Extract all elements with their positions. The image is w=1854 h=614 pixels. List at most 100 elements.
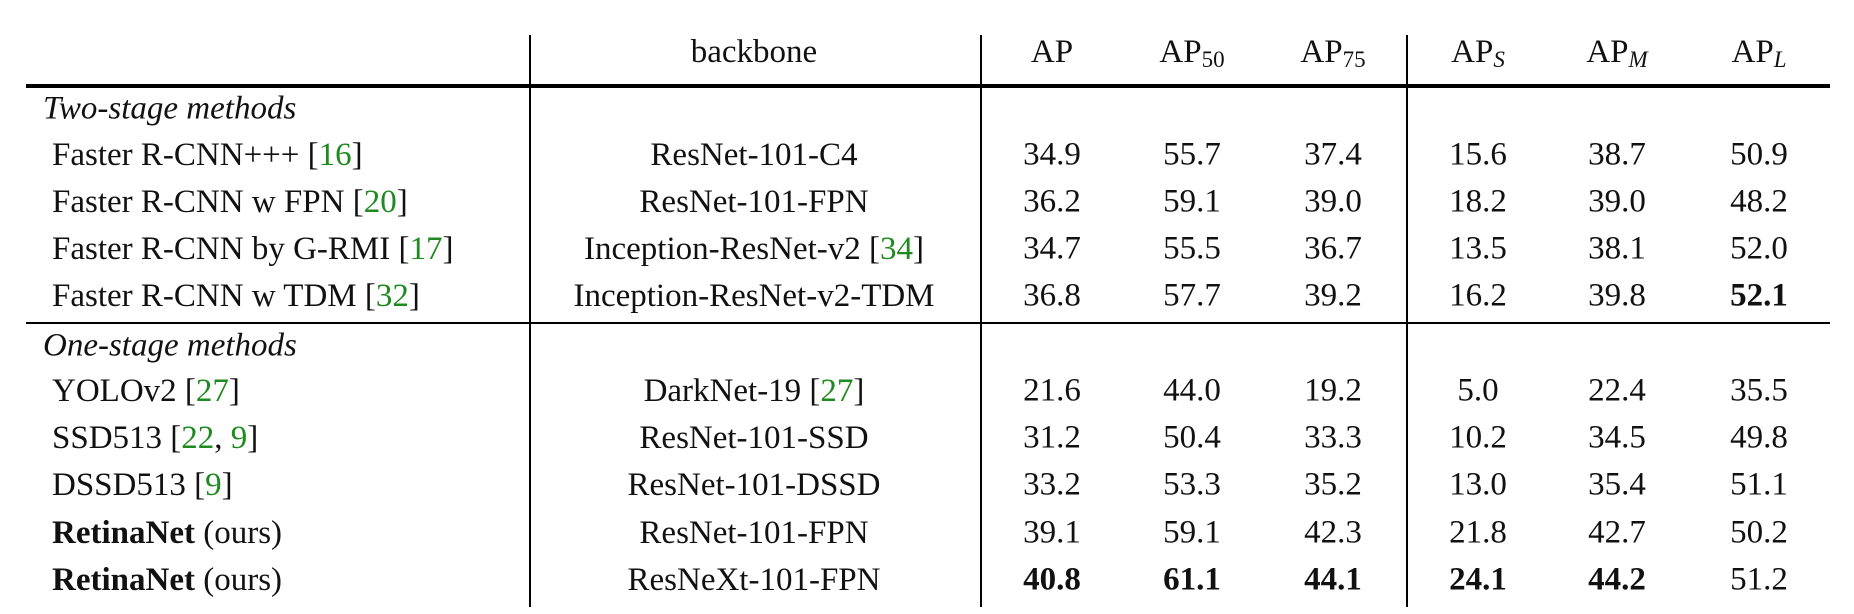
column-header: AP50 [1159, 34, 1224, 73]
cell-text: , [214, 420, 231, 456]
value-cell: 13.5 [1449, 231, 1507, 267]
cell-text: ] [397, 184, 408, 220]
column-header: APS [1451, 34, 1505, 73]
citation: 27 [196, 373, 229, 409]
cell-text: Inception-ResNet-v2 [ [584, 231, 880, 267]
method-cell: Faster R-CNN w TDM [32] [52, 278, 420, 314]
header-text: AP [1451, 34, 1493, 70]
citation: 17 [409, 231, 442, 267]
header-subscript: L [1773, 47, 1787, 72]
value-cell: 13.0 [1449, 467, 1507, 503]
value-cell: 38.7 [1588, 137, 1646, 173]
backbone-cell: ResNet-101-FPN [639, 184, 868, 220]
method-cell: RetinaNet (ours) [52, 562, 282, 598]
value-cell: 21.8 [1449, 515, 1507, 551]
cell-text: ResNet-101-FPN [639, 515, 868, 551]
method-cell: Faster R-CNN+++ [16] [52, 137, 363, 173]
cell-text: (ours) [195, 515, 282, 551]
value-cell: 39.1 [1023, 515, 1081, 551]
cell-text: ResNet-101-SSD [639, 420, 868, 456]
cell-text: ] [222, 467, 233, 503]
backbone-cell: Inception-ResNet-v2 [34] [584, 231, 924, 267]
cell-text: ResNet-101-FPN [639, 184, 868, 220]
cell-text: SSD513 [ [52, 420, 181, 456]
cell-text: YOLOv2 [ [52, 373, 196, 409]
method-cell: RetinaNet (ours) [52, 515, 282, 551]
backbone-cell: ResNet-101-C4 [650, 137, 857, 173]
cell-text: Faster R-CNN w FPN [ [52, 184, 364, 220]
value-cell: 18.2 [1449, 184, 1507, 220]
value-cell: 34.9 [1023, 137, 1081, 173]
header-text: AP [1586, 34, 1628, 70]
backbone-cell: ResNet-101-SSD [639, 420, 868, 456]
value-cell: 36.2 [1023, 184, 1081, 220]
header-text: AP [1159, 34, 1201, 70]
value-cell: 5.0 [1457, 373, 1498, 409]
section-title: One-stage methods [43, 328, 297, 364]
method-cell: Faster R-CNN by G-RMI [17] [52, 231, 453, 267]
section-title: Two-stage methods [43, 91, 296, 127]
value-cell: 33.2 [1023, 467, 1081, 503]
cell-text: Inception-ResNet-v2-TDM [573, 278, 934, 314]
cell-text: ] [442, 231, 453, 267]
value-cell: 39.0 [1304, 184, 1362, 220]
cell-text: Faster R-CNN w TDM [ [52, 278, 376, 314]
value-cell: 50.2 [1730, 515, 1788, 551]
cell-text: ] [352, 137, 363, 173]
cell-text: ] [913, 231, 924, 267]
backbone-cell: Inception-ResNet-v2-TDM [573, 278, 934, 314]
value-cell: 48.2 [1730, 184, 1788, 220]
value-cell: 51.2 [1730, 562, 1788, 598]
citation: 16 [319, 137, 352, 173]
cell-text: (ours) [195, 562, 282, 598]
value-cell: 40.8 [1023, 562, 1081, 598]
column-header: APM [1586, 34, 1649, 73]
value-cell: 35.5 [1730, 373, 1788, 409]
value-cell: 15.6 [1449, 137, 1507, 173]
citation: 9 [231, 420, 248, 456]
cell-text: RetinaNet [52, 515, 195, 551]
value-cell: 35.2 [1304, 467, 1362, 503]
cell-text: ] [247, 420, 258, 456]
backbone-cell: ResNeXt-101-FPN [628, 562, 881, 598]
value-cell: 42.3 [1304, 515, 1362, 551]
header-text: backbone [691, 34, 817, 70]
header-subscript: S [1493, 47, 1505, 72]
cell-text: ResNeXt-101-FPN [628, 562, 881, 598]
cell-text: Faster R-CNN by G-RMI [ [52, 231, 409, 267]
method-cell: SSD513 [22, 9] [52, 420, 258, 456]
value-cell: 53.3 [1163, 467, 1221, 503]
method-cell: Faster R-CNN w FPN [20] [52, 184, 408, 220]
header-text: AP [1031, 34, 1073, 70]
value-cell: 55.5 [1163, 231, 1221, 267]
value-cell: 44.0 [1163, 373, 1221, 409]
value-cell: 16.2 [1449, 278, 1507, 314]
value-cell: 31.2 [1023, 420, 1081, 456]
value-cell: 59.1 [1163, 515, 1221, 551]
citation: 27 [820, 373, 853, 409]
backbone-cell: ResNet-101-FPN [639, 515, 868, 551]
value-cell: 34.5 [1588, 420, 1646, 456]
cell-text: DarkNet-19 [ [644, 373, 821, 409]
citation: 20 [364, 184, 397, 220]
value-cell: 39.0 [1588, 184, 1646, 220]
value-cell: 57.7 [1163, 278, 1221, 314]
value-cell: 35.4 [1588, 467, 1646, 503]
value-cell: 59.1 [1163, 184, 1221, 220]
header-text: AP [1300, 34, 1342, 70]
header-subscript: 50 [1202, 47, 1225, 72]
value-cell: 36.8 [1023, 278, 1081, 314]
cell-text: ] [409, 278, 420, 314]
backbone-cell: DarkNet-19 [27] [644, 373, 865, 409]
backbone-cell: ResNet-101-DSSD [628, 467, 881, 503]
value-cell: 61.1 [1163, 562, 1221, 598]
column-header: AP [1031, 34, 1073, 70]
value-cell: 50.4 [1163, 420, 1221, 456]
citation: 9 [205, 467, 222, 503]
value-cell: 55.7 [1163, 137, 1221, 173]
value-cell: 21.6 [1023, 373, 1081, 409]
value-cell: 50.9 [1730, 137, 1788, 173]
cell-text: ] [853, 373, 864, 409]
value-cell: 51.1 [1730, 467, 1788, 503]
